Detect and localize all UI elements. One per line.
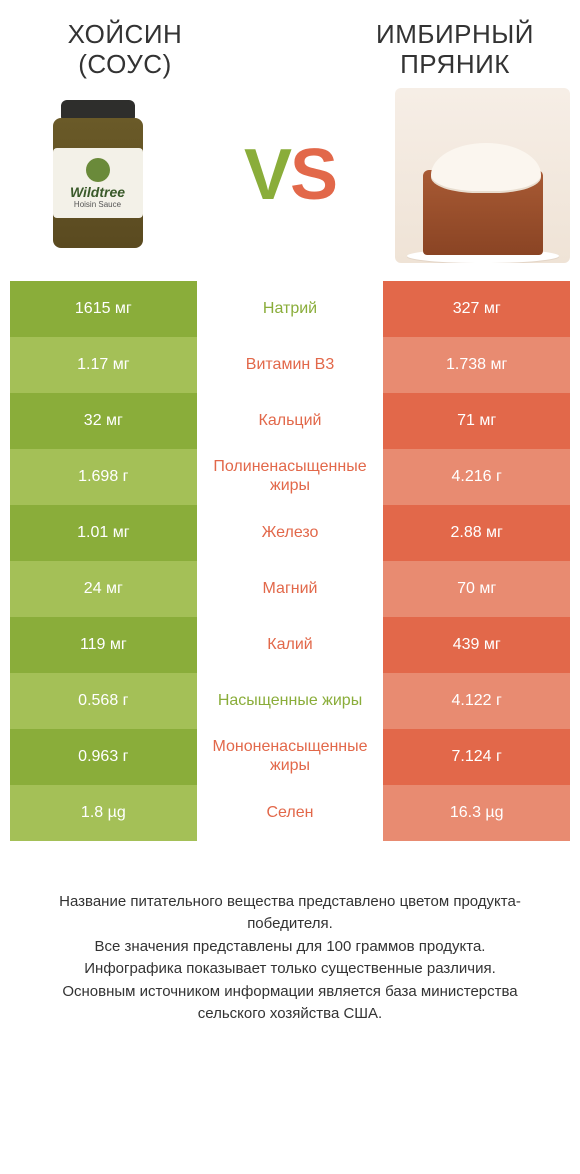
cell-left-value: 32 мг — [10, 393, 197, 449]
footer-line2: Все значения представлены для 100 граммо… — [30, 936, 550, 959]
jar-sub: Hoisin Sauce — [74, 200, 121, 209]
cell-right-value: 16.3 µg — [383, 785, 570, 841]
cell-nutrient-label: Натрий — [197, 281, 384, 337]
cell-right-value: 70 мг — [383, 561, 570, 617]
title-right: ИМБИРНЫЙ ПРЯНИК — [340, 20, 570, 80]
table-row: 1.01 мгЖелезо2.88 мг — [10, 505, 570, 561]
table-row: 119 мгКалий439 мг — [10, 617, 570, 673]
cell-nutrient-label: Селен — [197, 785, 384, 841]
images-row: Wildtree Hoisin Sauce VS — [10, 88, 570, 263]
footer-line1: Название питательного вещества представл… — [30, 891, 550, 936]
cell-left-value: 119 мг — [10, 617, 197, 673]
table-row: 1.8 µgСелен16.3 µg — [10, 785, 570, 841]
cell-left-value: 24 мг — [10, 561, 197, 617]
cell-left-value: 1615 мг — [10, 281, 197, 337]
cell-right-value: 4.216 г — [383, 449, 570, 505]
cell-left-value: 1.01 мг — [10, 505, 197, 561]
cell-nutrient-label: Кальций — [197, 393, 384, 449]
cake-icon — [413, 143, 553, 263]
cell-right-value: 2.88 мг — [383, 505, 570, 561]
product-image-right — [395, 88, 570, 263]
cell-right-value: 1.738 мг — [383, 337, 570, 393]
jar-icon: Wildtree Hoisin Sauce — [43, 100, 153, 250]
table-row: 0.963 гМононенасыщенные жиры7.124 г — [10, 729, 570, 785]
cell-right-value: 327 мг — [383, 281, 570, 337]
comparison-table: 1615 мгНатрий327 мг1.17 мгВитамин B31.73… — [10, 281, 570, 841]
cell-right-value: 4.122 г — [383, 673, 570, 729]
cell-nutrient-label: Мононенасыщенные жиры — [197, 729, 384, 785]
cell-nutrient-label: Калий — [197, 617, 384, 673]
infographic-container: ХОЙСИН (СОУС) ИМБИРНЫЙ ПРЯНИК Wildtree H… — [0, 0, 580, 1056]
title-left-line2: (СОУС) — [78, 49, 171, 79]
cell-right-value: 439 мг — [383, 617, 570, 673]
cell-right-value: 71 мг — [383, 393, 570, 449]
table-row: 32 мгКальций71 мг — [10, 393, 570, 449]
cell-nutrient-label: Витамин B3 — [197, 337, 384, 393]
vs-label: VS — [244, 139, 336, 211]
table-row: 24 мгМагний70 мг — [10, 561, 570, 617]
cell-left-value: 1.698 г — [10, 449, 197, 505]
title-left: ХОЙСИН (СОУС) — [10, 20, 240, 80]
product-image-left: Wildtree Hoisin Sauce — [10, 88, 185, 263]
title-right-line2: ПРЯНИК — [400, 49, 510, 79]
cell-nutrient-label: Магний — [197, 561, 384, 617]
jar-brand: Wildtree — [70, 184, 125, 200]
cell-left-value: 1.17 мг — [10, 337, 197, 393]
cell-nutrient-label: Железо — [197, 505, 384, 561]
footer-text: Название питательного вещества представл… — [10, 891, 570, 1026]
cell-nutrient-label: Насыщенные жиры — [197, 673, 384, 729]
title-left-line1: ХОЙСИН — [68, 19, 183, 49]
cell-left-value: 0.963 г — [10, 729, 197, 785]
table-row: 1.698 гПолиненасыщенные жиры4.216 г — [10, 449, 570, 505]
cell-left-value: 0.568 г — [10, 673, 197, 729]
table-row: 1615 мгНатрий327 мг — [10, 281, 570, 337]
cell-nutrient-label: Полиненасыщенные жиры — [197, 449, 384, 505]
table-row: 1.17 мгВитамин B31.738 мг — [10, 337, 570, 393]
cell-right-value: 7.124 г — [383, 729, 570, 785]
footer-line4: Основным источником информации является … — [30, 981, 550, 1026]
vs-s: S — [290, 139, 336, 211]
vs-v: V — [244, 139, 290, 211]
cell-left-value: 1.8 µg — [10, 785, 197, 841]
title-right-line1: ИМБИРНЫЙ — [376, 19, 534, 49]
table-row: 0.568 гНасыщенные жиры4.122 г — [10, 673, 570, 729]
footer-line3: Инфографика показывает только существенн… — [30, 958, 550, 981]
header: ХОЙСИН (СОУС) ИМБИРНЫЙ ПРЯНИК — [10, 20, 570, 80]
